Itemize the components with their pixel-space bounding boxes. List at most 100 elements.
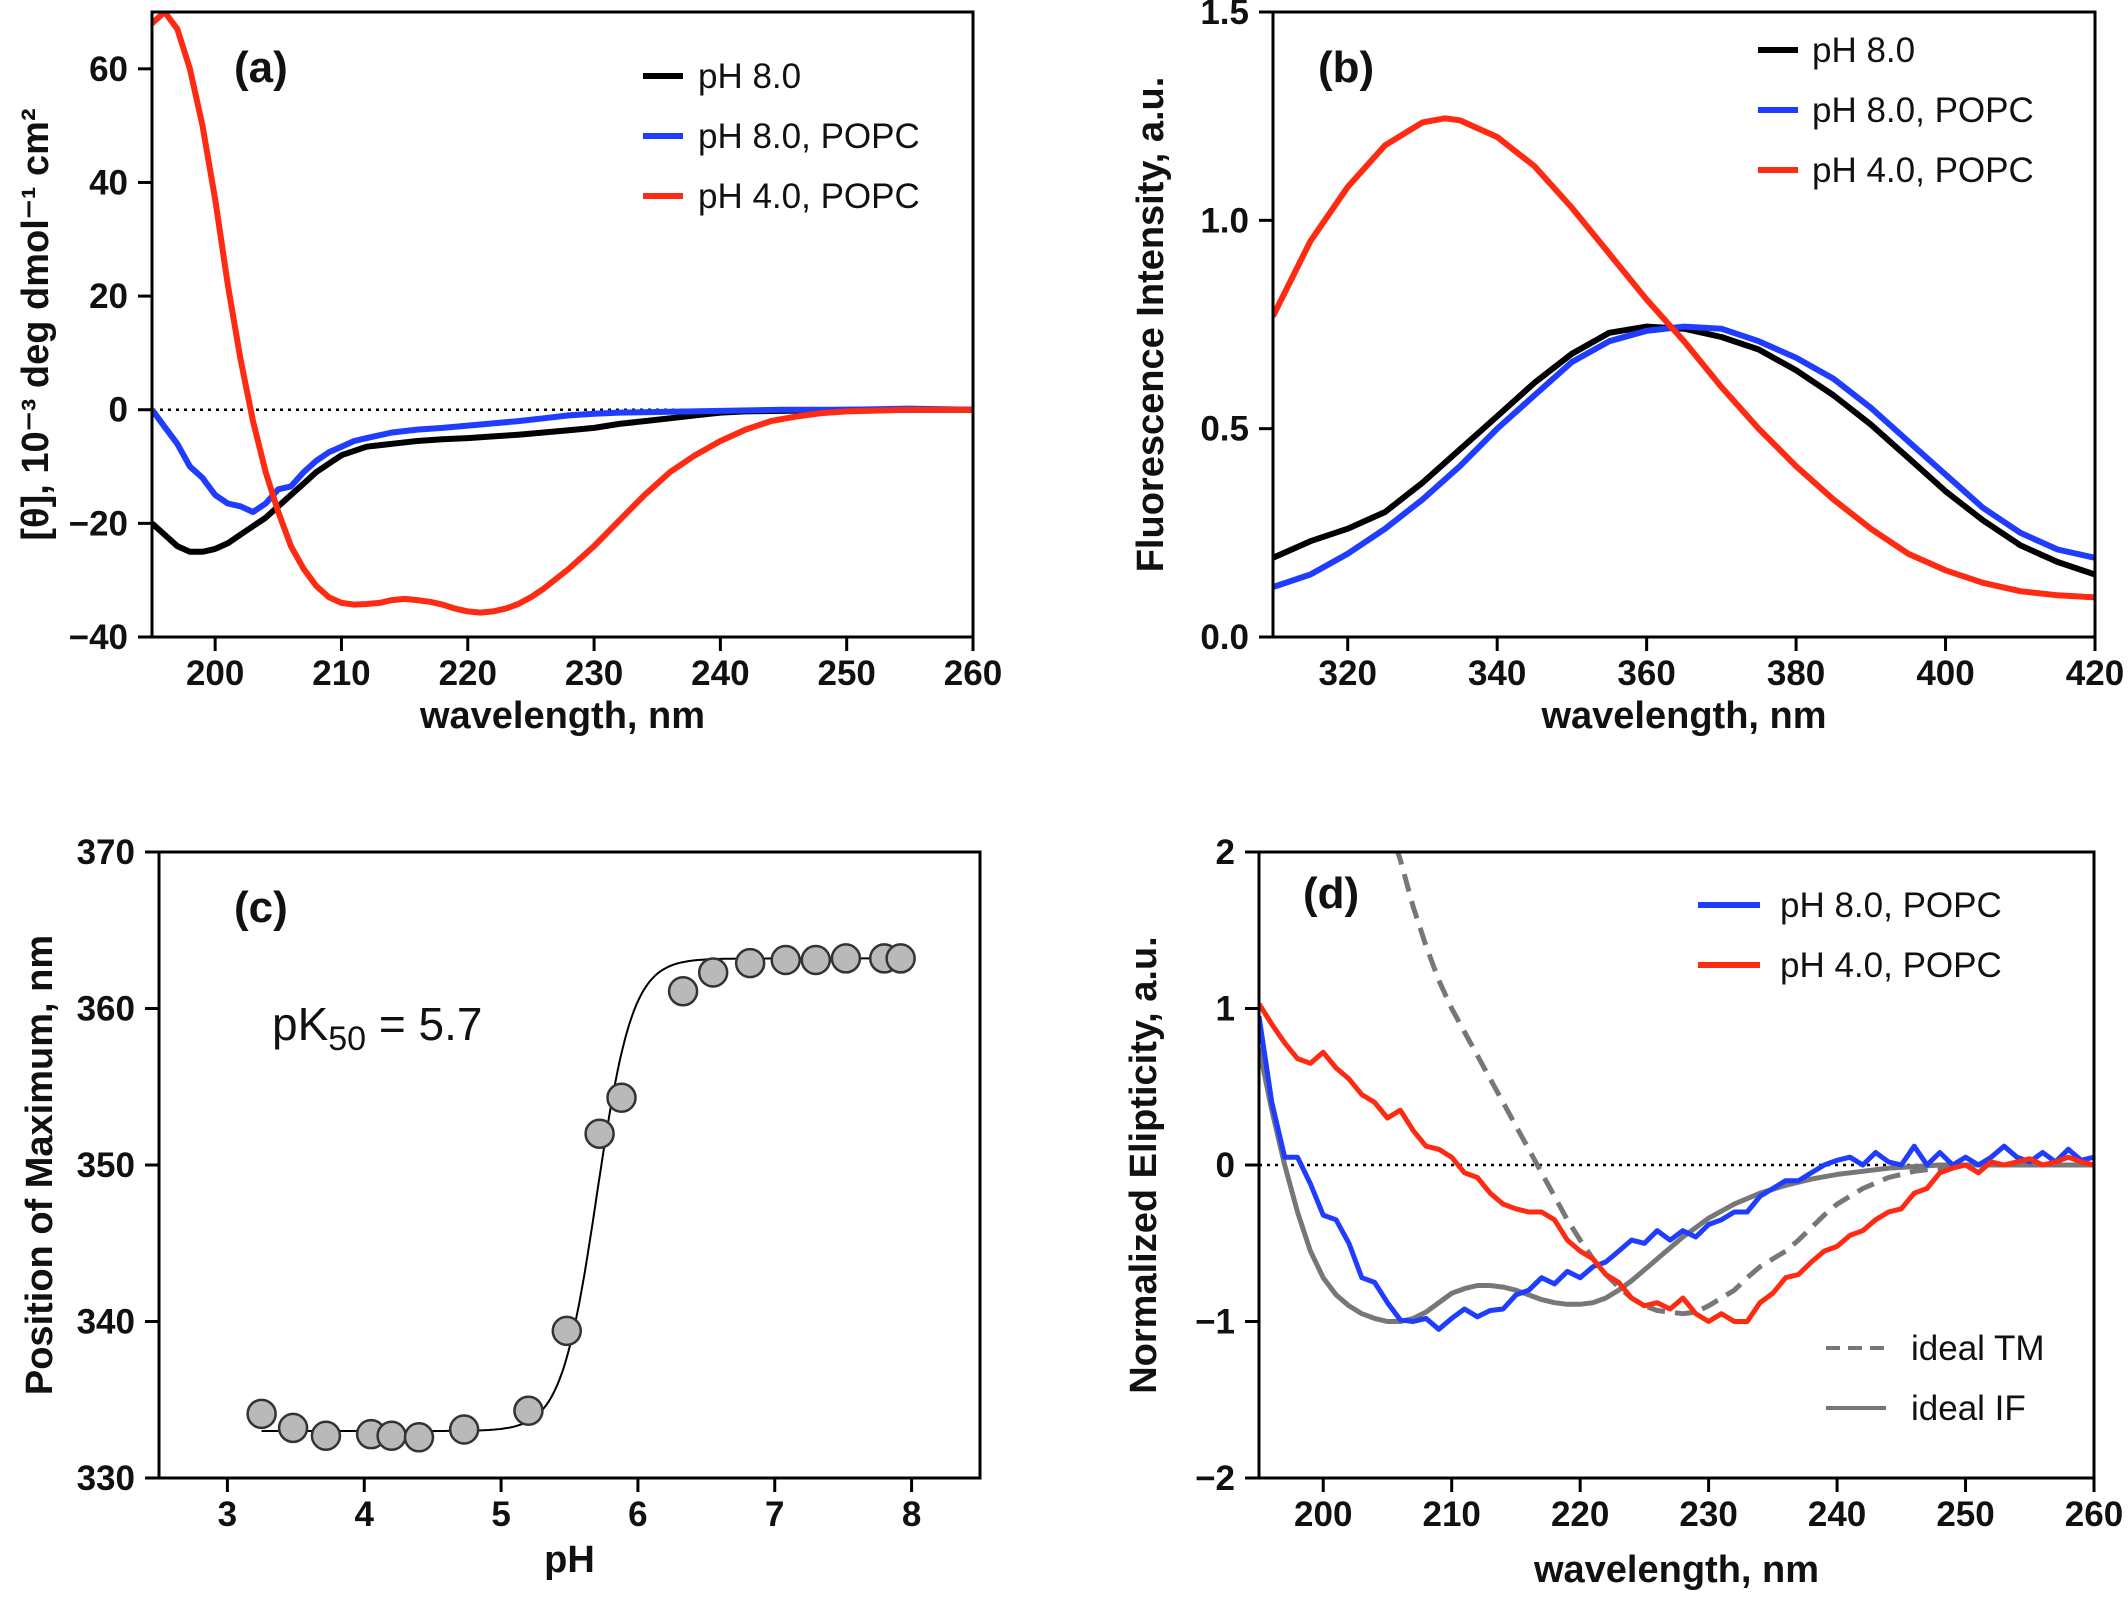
- plot-frame: [1271, 10, 2097, 639]
- x-tick-label: 6: [628, 1495, 647, 1534]
- data-point: [667, 976, 699, 1007]
- x-tick-label: 210: [312, 654, 370, 693]
- y-tick-label: −20: [69, 504, 128, 543]
- y-tick-label: 40: [89, 163, 128, 202]
- x-axis-label: pH: [544, 1539, 595, 1581]
- x-tick-label: 420: [2066, 654, 2124, 693]
- series-line-ph-8-0-popc: [152, 405, 973, 515]
- x-tick-label: 7: [765, 1495, 784, 1534]
- x-tick-label: 240: [1808, 1495, 1866, 1534]
- y-tick-label: 0: [1216, 1146, 1235, 1185]
- chart-panel-3: 3 4 5 6 7 8 330 340 350 360 370 pH Position of Maxim…: [19, 833, 982, 1581]
- x-tick-label: 230: [565, 654, 623, 693]
- y-axis-label: [θ], 10⁻³ deg dmol⁻¹ cm²: [15, 108, 57, 540]
- y-tick-label: 60: [89, 50, 128, 89]
- y-tick-label: 0: [109, 391, 128, 430]
- y-tick-label: 360: [77, 990, 135, 1029]
- data-point: [697, 957, 729, 988]
- series-line-ph-4-0-popc: [152, 12, 973, 616]
- x-tick-label: 260: [2065, 1495, 2123, 1534]
- data-point: [734, 947, 766, 979]
- data-point: [606, 1082, 637, 1113]
- pk50-annotation: pK50 = 5.7: [272, 998, 482, 1058]
- x-tick-label: 210: [1422, 1495, 1480, 1534]
- legend-entry: pH 8.0: [1812, 31, 1915, 70]
- x-tick-label: 380: [1767, 654, 1825, 693]
- y-tick-label: 0.0: [1200, 618, 1249, 657]
- plot-frame: [150, 10, 975, 639]
- x-tick-label: 8: [902, 1495, 921, 1534]
- series-line-ph-4-0-popc: [1273, 115, 2095, 601]
- panel-label: (d): [1303, 869, 1359, 918]
- panel-label: (b): [1318, 43, 1374, 92]
- x-axis-label: wavelength, nm: [1540, 695, 1826, 737]
- series-line-ph-8-0: [1273, 323, 2095, 578]
- y-tick-label: 1.5: [1200, 0, 1249, 32]
- plot-frame: [157, 850, 982, 1480]
- y-tick-label: 1.0: [1200, 201, 1249, 240]
- y-tick-label: 1: [1216, 990, 1235, 1029]
- legend-entry: pH 8.0, POPC: [1780, 886, 2002, 925]
- y-axis-label: Position of Maximum, nm: [19, 935, 61, 1395]
- series-line-ideal-if: [1259, 1047, 2094, 1324]
- panel-label: (a): [234, 43, 288, 92]
- y-axis-label: Fluorescence Intensity, a.u.: [1130, 77, 1172, 573]
- panel-label: (c): [234, 883, 288, 932]
- legend-entry: pH 4.0, POPC: [1780, 946, 2002, 985]
- data-point: [830, 943, 862, 974]
- x-tick-label: 260: [944, 654, 1002, 693]
- y-tick-label: −40: [69, 618, 128, 657]
- legend-entry: pH 8.0, POPC: [698, 117, 920, 156]
- y-tick-label: 2: [1216, 833, 1235, 872]
- legend-entry: ideal TM: [1911, 1329, 2045, 1368]
- series-line-ideal-tm: [1395, 852, 2094, 1317]
- data-point: [513, 1395, 544, 1426]
- x-tick-label: 220: [1551, 1495, 1609, 1534]
- x-tick-label: 360: [1617, 654, 1675, 693]
- y-tick-label: 350: [77, 1146, 135, 1185]
- legend-entry: pH 8.0: [698, 57, 801, 96]
- x-axis-label: wavelength, nm: [1533, 1549, 1819, 1591]
- y-tick-label: 0.5: [1200, 410, 1249, 449]
- series-line-ph-8-0-popc: [1273, 323, 2095, 590]
- series-line-ph-4-0-popc: [1259, 1002, 2094, 1324]
- y-tick-label: 340: [77, 1303, 135, 1342]
- x-tick-label: 200: [1294, 1495, 1352, 1534]
- x-tick-label: 400: [1916, 654, 1974, 693]
- data-point: [584, 1118, 615, 1149]
- data-point: [376, 1420, 407, 1451]
- annotation-suffix: = 5.7: [366, 998, 482, 1050]
- data-point: [403, 1422, 435, 1453]
- chart-panel-1: 200 210 220 230 240 250 260 −40 −20 0 20 40 60 wavele…: [15, 10, 1002, 737]
- y-tick-label: −1: [1195, 1303, 1235, 1342]
- data-point: [885, 943, 916, 974]
- y-tick-label: 330: [77, 1459, 135, 1498]
- data-point: [277, 1412, 309, 1444]
- x-tick-label: 250: [817, 654, 875, 693]
- y-axis-label: Normalized Elipticity, a.u.: [1123, 936, 1165, 1394]
- chart-panel-2: 320 340 360 380 400 420 0.0 0.5 1.0 1.5 wavelength…: [1130, 0, 2124, 737]
- x-tick-label: 220: [439, 654, 497, 693]
- data-point: [770, 944, 801, 976]
- annotation-subscript: 50: [328, 1020, 366, 1058]
- data-point: [310, 1420, 342, 1451]
- y-tick-label: −2: [1195, 1459, 1235, 1498]
- legend-entry: pH 8.0, POPC: [1812, 91, 2034, 130]
- x-tick-label: 340: [1468, 654, 1526, 693]
- y-tick-label: 20: [89, 277, 128, 316]
- x-tick-label: 320: [1319, 654, 1377, 693]
- x-axis-label: wavelength, nm: [419, 695, 705, 737]
- legend-entry: ideal IF: [1911, 1389, 2026, 1428]
- annotation-prefix: pK: [272, 998, 329, 1050]
- y-tick-label: 370: [77, 833, 135, 872]
- data-point: [551, 1315, 583, 1347]
- x-tick-label: 230: [1679, 1495, 1737, 1534]
- data-point: [246, 1398, 277, 1430]
- x-tick-label: 5: [491, 1495, 510, 1534]
- x-tick-label: 4: [355, 1495, 375, 1534]
- x-tick-label: 3: [218, 1495, 237, 1534]
- legend-entry: pH 4.0, POPC: [1812, 151, 2034, 190]
- data-point: [800, 944, 832, 976]
- x-tick-label: 240: [691, 654, 749, 693]
